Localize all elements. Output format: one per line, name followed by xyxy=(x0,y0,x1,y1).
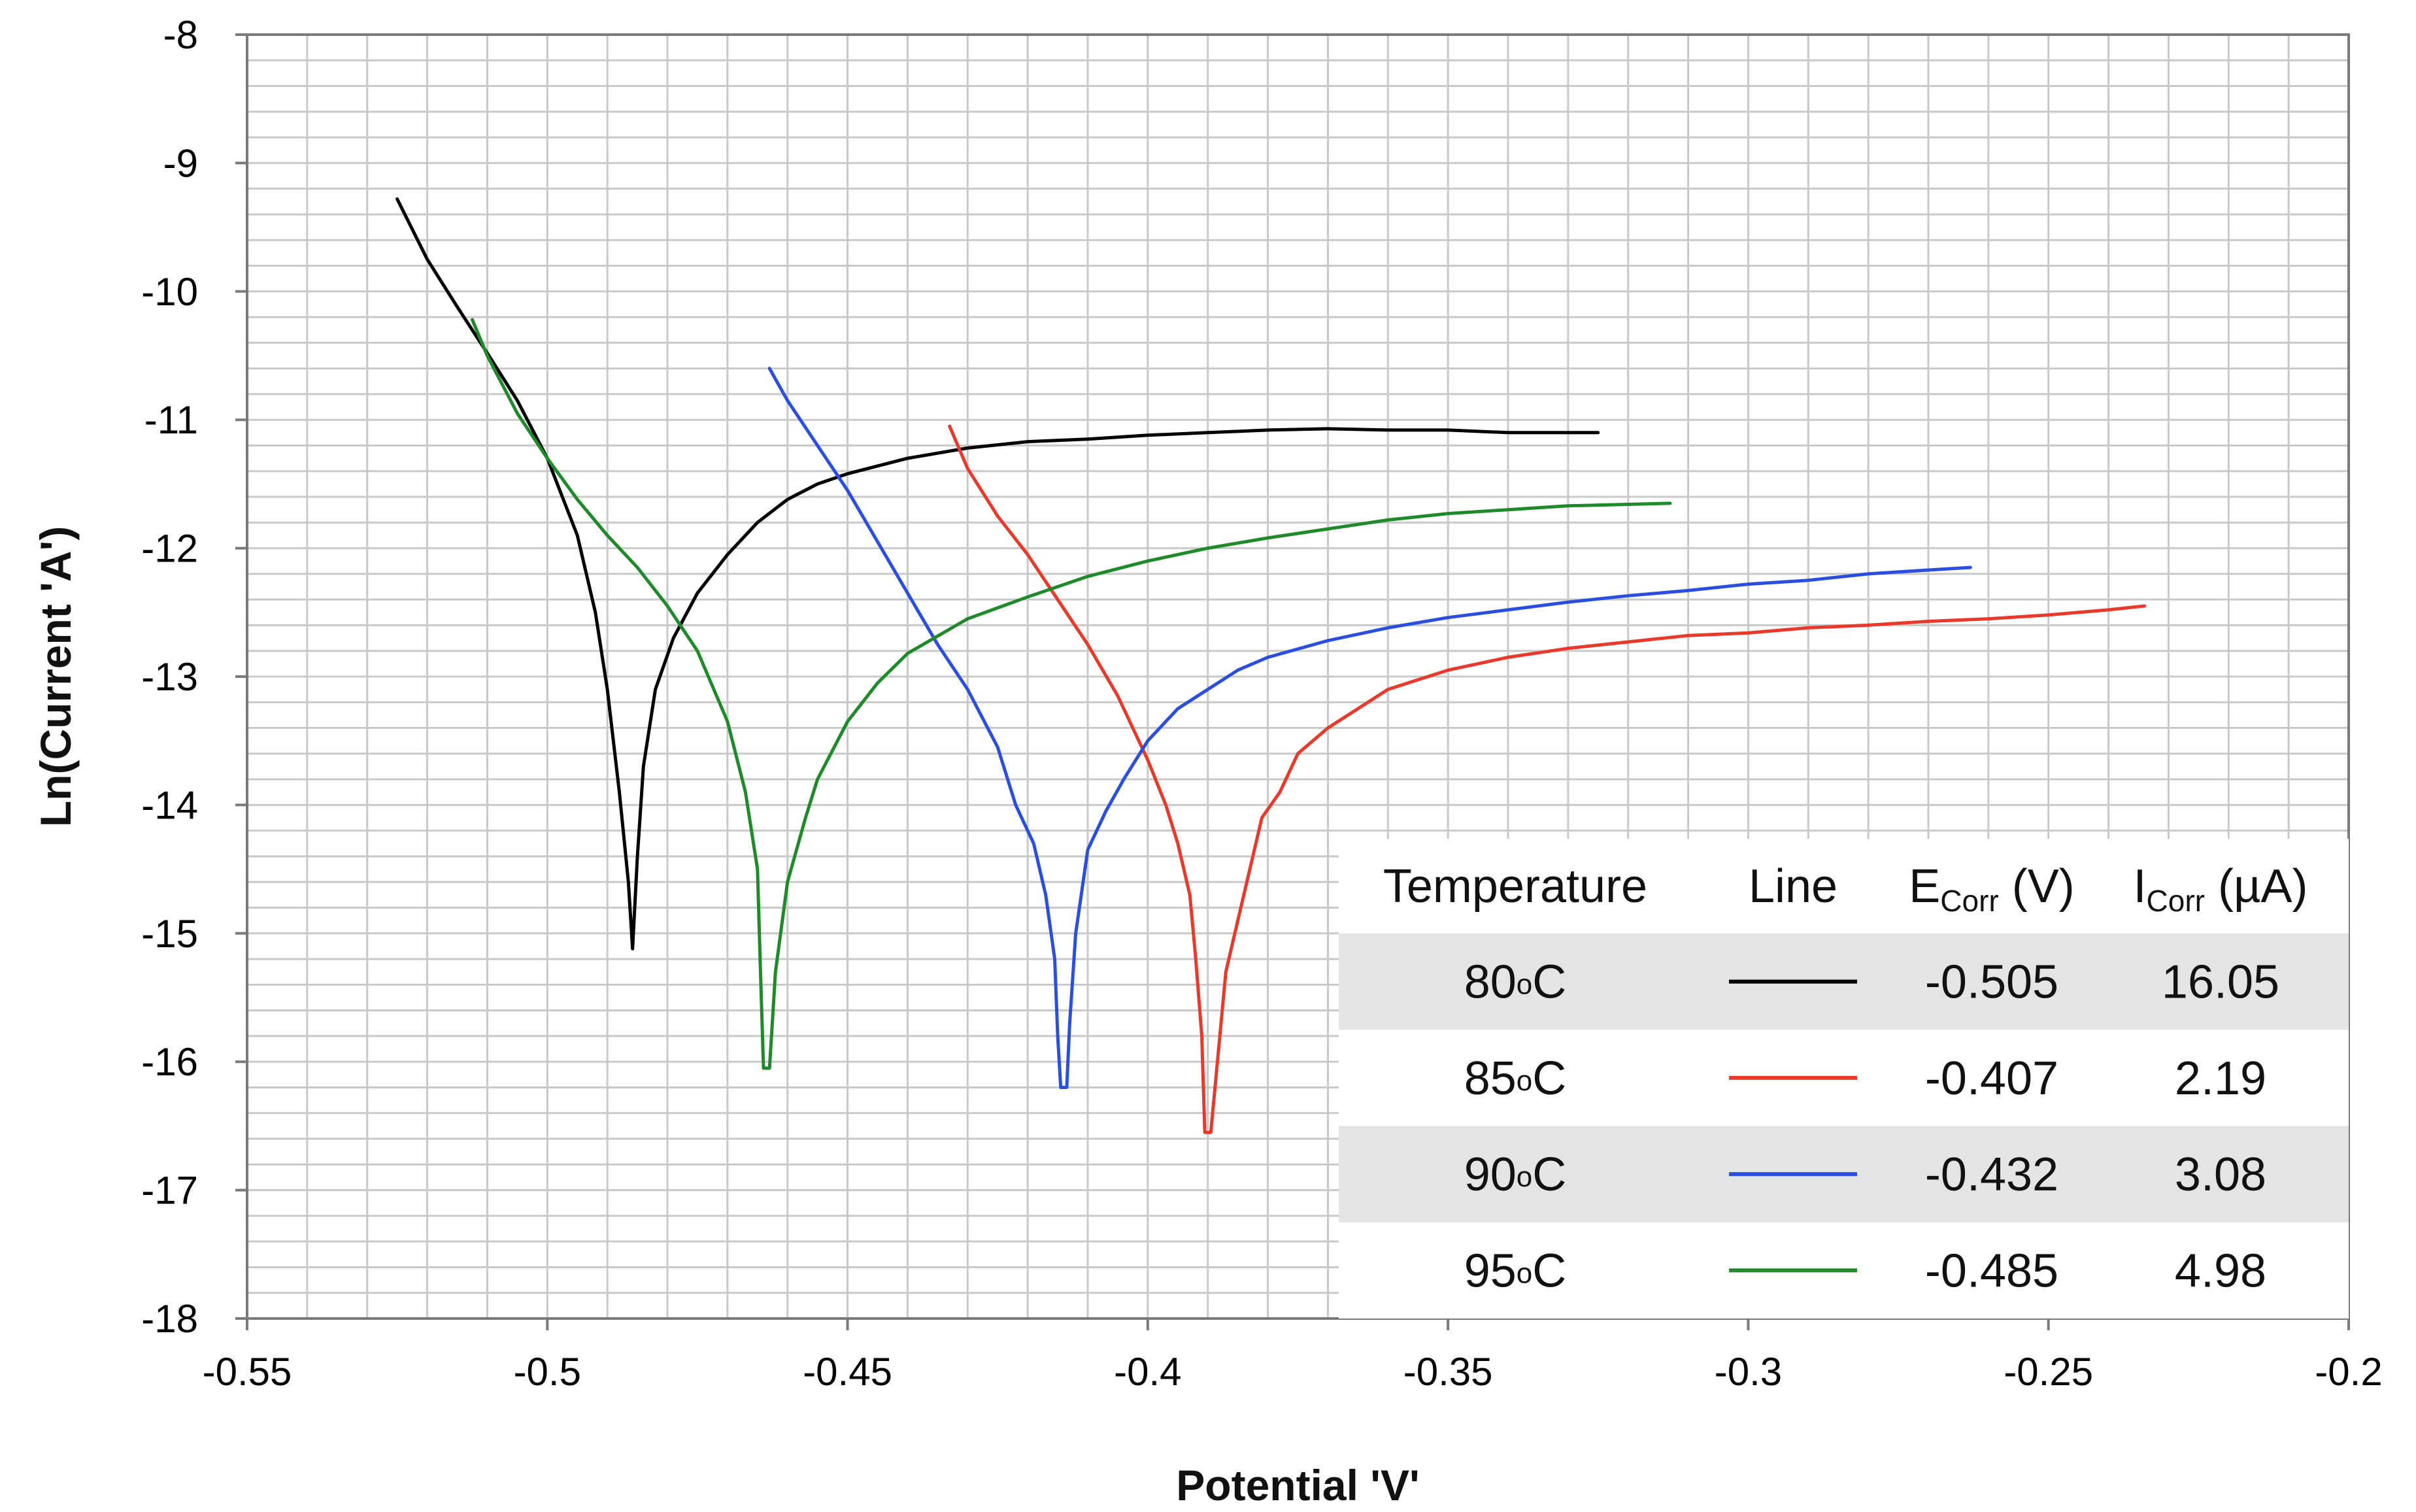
legend-row: 85oC -0.407 2.19 xyxy=(1464,1052,2266,1105)
series-line-95c xyxy=(471,318,1672,1070)
x-tick-label: -0.3 xyxy=(1715,1350,1782,1394)
x-tick-label: -0.55 xyxy=(203,1350,292,1394)
row-temperature: 85oC xyxy=(1464,1052,1567,1105)
row-temperature: 95oC xyxy=(1464,1245,1567,1297)
series xyxy=(395,197,2147,1134)
header-ecorr: ECorr (V) xyxy=(1909,860,2074,918)
x-tick-label: -0.2 xyxy=(2315,1350,2382,1394)
y-tick-label: -13 xyxy=(141,655,198,699)
y-tick-label: -14 xyxy=(141,783,198,827)
row-icorr: 3.08 xyxy=(2175,1149,2266,1201)
row-temperature: 80oC xyxy=(1464,956,1567,1009)
x-tick-label: -0.45 xyxy=(803,1350,892,1394)
header-line: Line xyxy=(1749,860,1837,913)
row-icorr: 4.98 xyxy=(2175,1245,2266,1297)
row-icorr: 2.19 xyxy=(2175,1052,2266,1105)
series-line-85c xyxy=(948,424,2147,1134)
x-tick-label: -0.5 xyxy=(514,1350,581,1394)
legend-row: 90oC -0.432 3.08 xyxy=(1339,1126,2349,1222)
y-tick-label: -17 xyxy=(141,1169,198,1213)
x-axis-title: Potential 'V' xyxy=(1176,1461,1419,1509)
row-icorr: 16.05 xyxy=(2162,956,2279,1009)
y-axis-title: Ln(Current 'A') xyxy=(31,526,80,827)
axis-labels: Potential 'V' Ln(Current 'A') xyxy=(31,526,1420,1509)
y-tick-label: -12 xyxy=(141,527,198,571)
y-tick-label: -10 xyxy=(141,270,198,314)
header-icorr: ICorr (µA) xyxy=(2134,860,2308,918)
axes: -0.55 -0.5 -0.45 -0.4 -0.35 -0.3 -0.25 -0.2 -8 -9… xyxy=(141,13,2382,1394)
y-tick-label: -11 xyxy=(144,398,198,442)
legend-table: Temperature Line ECorr (V) ICorr (µA) 80oC -0… xyxy=(1339,839,2349,1319)
header-temperature: Temperature xyxy=(1383,860,1647,913)
y-tick-label: -15 xyxy=(141,912,198,956)
series-line-80c xyxy=(395,197,1600,950)
legend-row: 95oC -0.485 4.98 xyxy=(1464,1245,2266,1297)
y-tick-label: -9 xyxy=(163,141,198,185)
row-ecorr: -0.505 xyxy=(1925,956,2058,1009)
x-tick-label: -0.35 xyxy=(1403,1350,1493,1394)
y-tick-label: -18 xyxy=(141,1297,198,1341)
series-line-90c xyxy=(767,367,1972,1089)
y-tick-label: -8 xyxy=(163,13,198,57)
x-tick-label: -0.4 xyxy=(1114,1350,1181,1394)
row-ecorr: -0.485 xyxy=(1925,1245,2058,1297)
row-temperature: 90oC xyxy=(1464,1149,1567,1201)
row-ecorr: -0.407 xyxy=(1925,1052,2058,1105)
x-tick-label: -0.25 xyxy=(2004,1350,2093,1394)
legend-row: 80oC -0.505 16.05 xyxy=(1339,933,2349,1030)
row-ecorr: -0.432 xyxy=(1925,1149,2058,1201)
y-tick-label: -16 xyxy=(141,1040,198,1084)
